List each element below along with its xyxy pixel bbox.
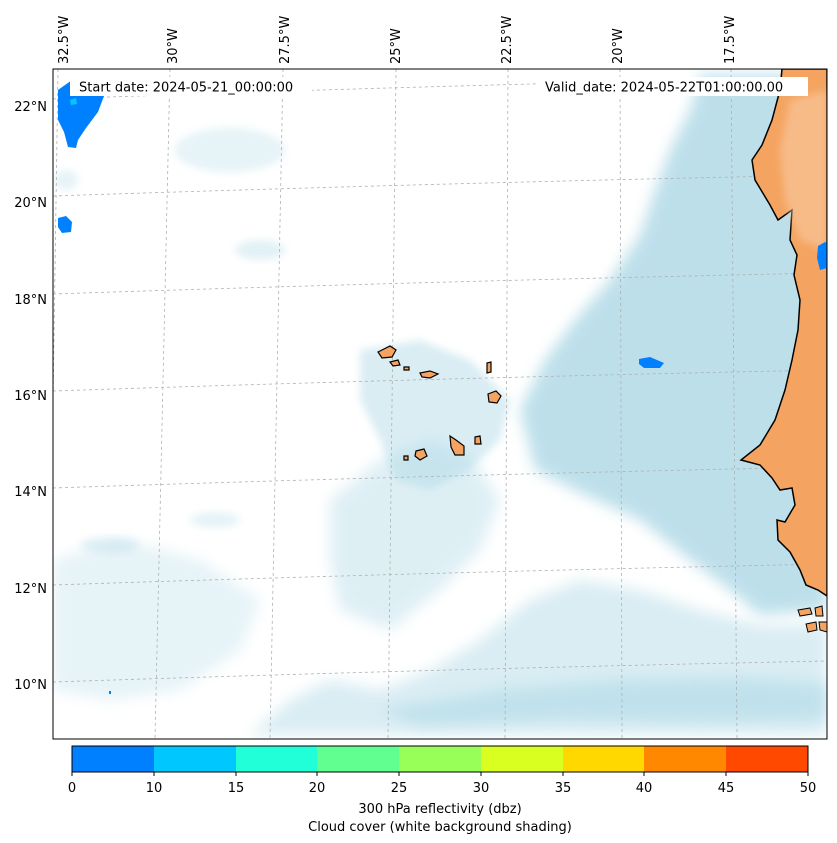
colorbar-label-line2: Cloud cover (white background shading) xyxy=(308,820,572,835)
cloud-cover-layer xyxy=(53,75,827,735)
reflectivity-blob-west xyxy=(58,216,72,233)
colorbar-tick-label: 10 xyxy=(146,781,163,796)
colorbar-segment xyxy=(236,746,317,772)
colorbar-tick-label: 35 xyxy=(555,781,572,796)
lat-label: 10°N xyxy=(14,678,47,693)
colorbar-tick-label: 45 xyxy=(718,781,735,796)
lon-label: 32.5°W xyxy=(57,16,72,64)
map-frame xyxy=(52,68,828,740)
reflectivity-blob-northwest-light xyxy=(70,98,77,105)
colorbar-segment xyxy=(726,746,808,772)
island-fogo xyxy=(414,448,428,461)
lat-label: 18°N xyxy=(14,293,47,308)
cloud-cover-left xyxy=(53,540,260,700)
island-brava xyxy=(403,455,409,461)
colorbar-label-line1: 300 hPa reflectivity (dbz) xyxy=(358,802,521,817)
lon-label: 25°W xyxy=(389,28,404,64)
cloud-patch-2 xyxy=(235,240,285,260)
coastal-island-3 xyxy=(805,621,818,633)
colorbar-segment xyxy=(644,746,726,772)
island-sao-nicolau xyxy=(419,370,440,379)
colorbar-segment xyxy=(72,746,154,772)
lat-label: 12°N xyxy=(14,582,47,597)
island-santo-antao xyxy=(377,345,397,359)
colorbar-tick-label: 30 xyxy=(473,781,490,796)
start-date-bg xyxy=(70,77,312,96)
valid-date-label: Valid_date: 2024-05-22T01:00:00.00 xyxy=(545,81,783,96)
coastal-island-1 xyxy=(797,607,813,617)
reflectivity-layer xyxy=(58,80,827,694)
cape-verde-islands xyxy=(377,345,502,461)
colorbar-tick-label: 15 xyxy=(228,781,245,796)
colorbar-tick-label: 40 xyxy=(636,781,653,796)
africa-inland-tint xyxy=(780,90,827,250)
colorbar-segment xyxy=(563,746,644,772)
cloud-cover-islands xyxy=(360,340,510,490)
reflectivity-dot-southwest xyxy=(109,691,111,694)
lat-label: 22°N xyxy=(14,100,47,115)
island-maio xyxy=(474,435,482,445)
lon-label: 20°W xyxy=(611,28,626,64)
cloud-cover-mid xyxy=(330,440,500,630)
colorbar-segment xyxy=(154,746,236,772)
reflectivity-blob-northwest xyxy=(58,80,104,148)
cloud-patch-4 xyxy=(190,512,240,528)
colorbar-frame xyxy=(71,745,809,773)
lat-label: 20°N xyxy=(14,196,47,211)
reflectivity-blob-east xyxy=(817,242,827,270)
colorbar-segment xyxy=(399,746,481,772)
lon-label: 22.5°W xyxy=(500,16,515,64)
cloud-patch-5 xyxy=(54,170,78,190)
coastal-island-4 xyxy=(818,621,827,633)
cloud-cover-main xyxy=(520,75,827,615)
longitude-labels: 32.5°W 30°W 27.5°W 25°W 22.5°W 20°W 17.5… xyxy=(57,16,738,64)
colorbar-tick-labels: 0 10 15 20 25 30 35 40 45 50 xyxy=(68,781,816,796)
cloud-patch-1 xyxy=(175,128,285,172)
colorbar-tick-label: 25 xyxy=(391,781,408,796)
island-boa-vista xyxy=(487,390,502,404)
colorbar-segment xyxy=(317,746,399,772)
start-date-label: Start date: 2024-05-21_00:00:00 xyxy=(79,81,293,96)
reflectivity-blob-center xyxy=(639,357,664,368)
lon-label: 30°W xyxy=(166,28,181,64)
colorbar-segment xyxy=(481,746,563,772)
coastal-island-2 xyxy=(814,605,824,617)
colorbar-tick-label: 0 xyxy=(68,781,76,796)
island-santiago xyxy=(449,434,465,456)
colorbar: 0 10 15 20 25 30 35 40 45 50 300 hPa ref… xyxy=(68,745,816,835)
lon-label: 27.5°W xyxy=(278,16,293,64)
colorbar-ticks xyxy=(71,772,809,776)
island-sao-vicente xyxy=(388,359,401,367)
map-content: Start date: 2024-05-21_00:00:00 Valid_da… xyxy=(53,69,827,739)
colorbar-tick-label: 50 xyxy=(800,781,817,796)
colorbar-tick-label: 20 xyxy=(309,781,326,796)
latitude-labels: 22°N 20°N 18°N 16°N 14°N 12°N 10°N xyxy=(14,100,47,693)
lat-label: 16°N xyxy=(14,389,47,404)
lon-label: 17.5°W xyxy=(723,16,738,64)
cloud-patch-3 xyxy=(80,537,140,553)
valid-date-bg xyxy=(538,77,808,96)
island-sal xyxy=(486,361,492,374)
island-santa-luzia xyxy=(403,366,410,371)
lat-label: 14°N xyxy=(14,485,47,500)
cloud-cover-band xyxy=(380,678,827,726)
